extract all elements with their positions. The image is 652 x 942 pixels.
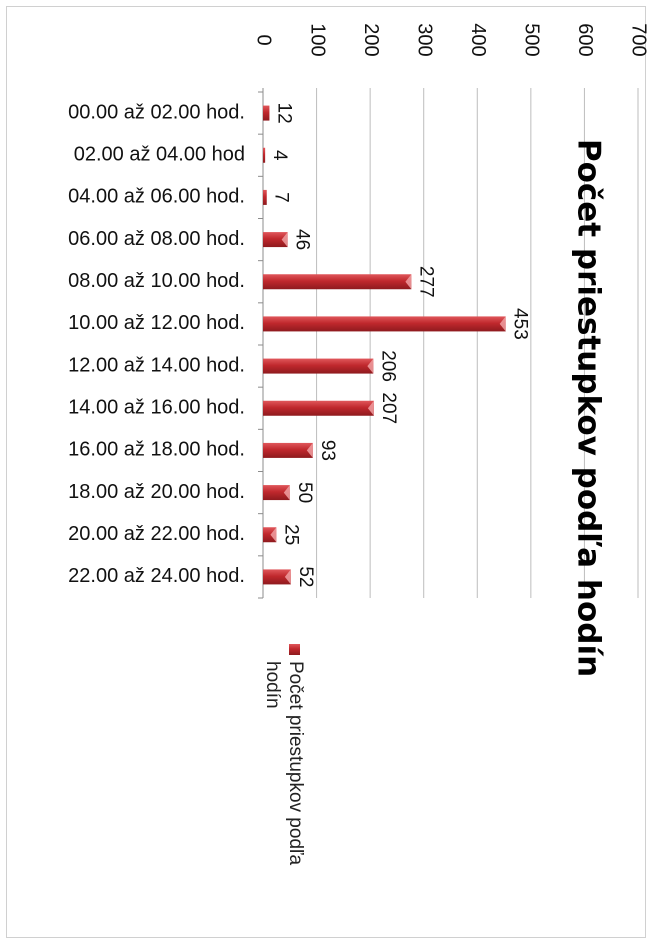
- category-label: 08.00 až 10.00 hod.: [68, 270, 245, 292]
- data-label: 4: [269, 150, 290, 161]
- bar: [263, 569, 291, 585]
- data-label: 7: [271, 192, 292, 203]
- data-label: 277: [415, 266, 436, 298]
- bar: [263, 105, 270, 121]
- category-label: 04.00 až 06.00 hod.: [68, 186, 245, 208]
- bar-end-cap: [281, 232, 288, 248]
- category-label: 00.00 až 02.00 hod.: [68, 101, 245, 123]
- bar: [263, 189, 267, 205]
- bar: [263, 274, 412, 290]
- category-label: 16.00 až 18.00 hod.: [68, 439, 245, 461]
- bar-end-cap: [270, 527, 277, 543]
- data-label: 46: [292, 229, 313, 250]
- legend-label: hodín: [262, 661, 283, 709]
- bar-end-cap: [367, 400, 374, 416]
- chart-title: Počet priestupkov podľa hodín: [571, 139, 607, 677]
- value-tick-label: 700: [628, 23, 650, 56]
- bar-end-cap: [306, 442, 313, 458]
- category-label: 10.00 až 12.00 hod.: [68, 312, 245, 334]
- category-label: 22.00 až 24.00 hod.: [68, 565, 245, 587]
- data-label: 52: [295, 566, 316, 587]
- value-tick-label: 600: [574, 23, 596, 56]
- data-label: 50: [294, 482, 315, 503]
- bar-end-cap: [405, 274, 412, 290]
- category-label: 06.00 až 08.00 hod.: [68, 228, 245, 250]
- legend-label: Počet priestupkov podľa: [285, 661, 306, 866]
- chart-frame: [6, 6, 646, 938]
- value-tick-label: 100: [306, 23, 328, 56]
- bar-end-cap: [499, 316, 506, 332]
- category-label: 14.00 až 16.00 hod.: [68, 397, 245, 419]
- data-label: 25: [280, 524, 301, 545]
- bar-end-cap: [284, 569, 291, 585]
- legend-swatch: [289, 644, 300, 655]
- category-label: 20.00 až 22.00 hod.: [68, 523, 245, 545]
- data-label: 206: [377, 350, 398, 382]
- data-label: 207: [378, 392, 399, 424]
- category-label: 02.00 až 04.00 hod: [74, 144, 245, 166]
- bar-end-cap: [367, 358, 374, 374]
- bar: [263, 485, 290, 501]
- value-tick-label: 0: [253, 34, 275, 45]
- category-label: 12.00 až 14.00 hod.: [68, 354, 245, 376]
- bar-end-cap: [283, 485, 290, 501]
- bar: [263, 400, 374, 416]
- bar: [263, 527, 277, 543]
- data-label: 12: [273, 103, 294, 124]
- data-label: 93: [317, 440, 338, 461]
- value-tick-label: 300: [413, 23, 435, 56]
- category-label: 18.00 až 20.00 hod.: [68, 481, 245, 503]
- bar: [263, 358, 374, 374]
- value-tick-label: 200: [360, 23, 382, 56]
- bar: [263, 147, 266, 163]
- value-tick-label: 500: [521, 23, 543, 56]
- value-tick-label: 400: [467, 23, 489, 56]
- bar: [263, 442, 313, 458]
- bar: [263, 232, 288, 248]
- bar: [263, 316, 506, 332]
- data-label: 453: [510, 308, 531, 340]
